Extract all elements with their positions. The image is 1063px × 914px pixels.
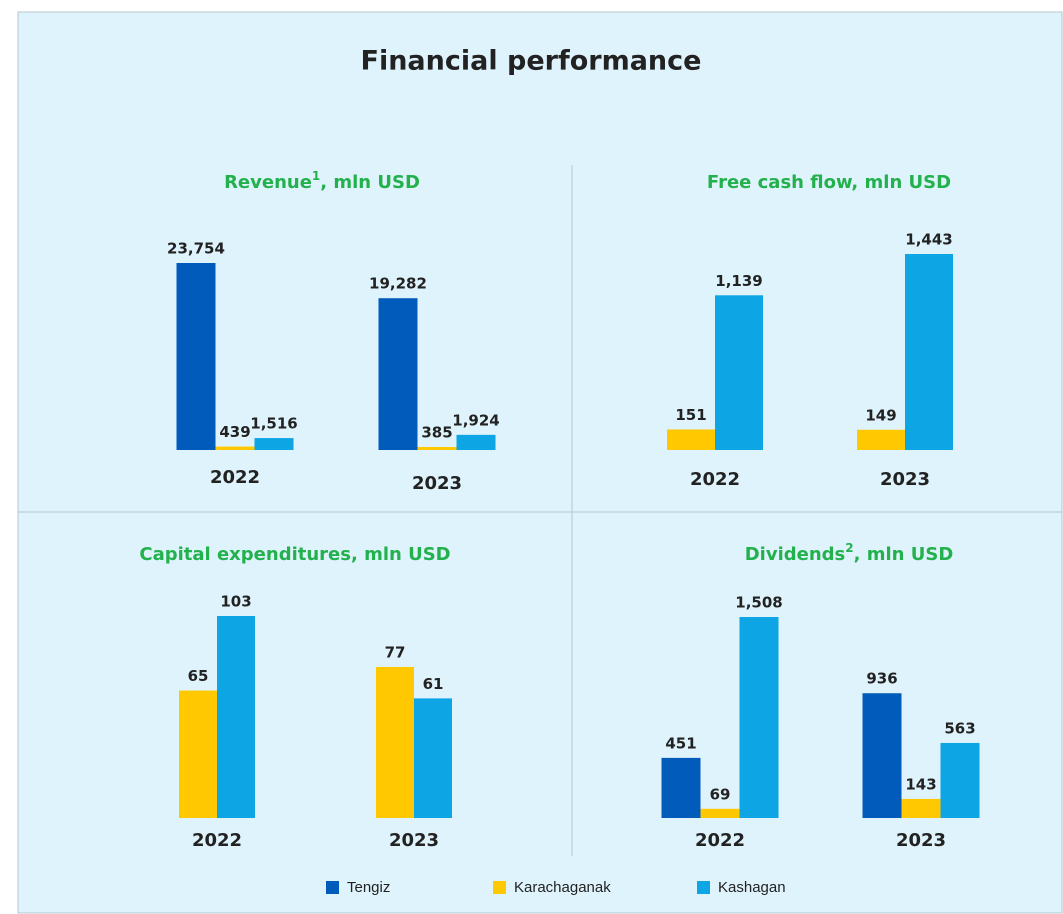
title-superscript: 1 [312, 169, 320, 183]
title-text: Revenue [224, 172, 312, 193]
value-label: 451 [665, 734, 696, 752]
panel-title: Dividends2, mln USD [745, 541, 954, 566]
value-label: 385 [421, 423, 452, 441]
value-label: 936 [866, 670, 897, 688]
bar [179, 690, 217, 818]
bar [456, 434, 496, 450]
bar [905, 254, 953, 450]
main-title: Financial performance [361, 46, 702, 77]
title-text: Capital expenditures, mln USD [139, 544, 450, 565]
bar [857, 429, 905, 450]
value-label: 439 [219, 423, 250, 441]
value-label: 77 [385, 643, 406, 661]
panel-title: Revenue1, mln USD [224, 169, 420, 194]
category-label: 2023 [389, 830, 439, 851]
category-label: 2022 [210, 467, 260, 488]
value-label: 151 [675, 406, 706, 424]
value-label: 1,508 [735, 594, 782, 612]
bar [378, 298, 418, 450]
legend-label: Karachaganak [514, 879, 611, 896]
bar [215, 446, 255, 450]
bar [700, 808, 740, 818]
value-label: 1,924 [452, 411, 499, 429]
value-label: 1,516 [250, 415, 297, 433]
bar [862, 693, 902, 818]
title-suffix: , mln USD [320, 172, 420, 193]
bar [667, 429, 715, 450]
legend-swatch [697, 881, 710, 894]
legend-swatch [326, 881, 339, 894]
value-label: 69 [710, 785, 731, 803]
legend-label: Kashagan [718, 879, 786, 896]
value-label: 1,139 [715, 272, 762, 290]
value-label: 563 [944, 719, 975, 737]
category-label: 2023 [412, 473, 462, 494]
panel-title: Free cash flow, mln USD [707, 172, 951, 193]
bar [414, 698, 452, 818]
bar [217, 616, 255, 818]
title-suffix: , mln USD [854, 544, 954, 565]
legend-swatch [493, 881, 506, 894]
bar [739, 617, 779, 818]
bar [715, 295, 763, 450]
value-label: 65 [188, 667, 209, 685]
bar [176, 263, 216, 450]
bar [901, 798, 941, 818]
value-label: 1,443 [905, 231, 952, 249]
bar [376, 666, 414, 818]
value-label: 61 [423, 675, 444, 693]
value-label: 143 [905, 775, 936, 793]
value-label: 149 [865, 406, 896, 424]
title-text: Free cash flow, mln USD [707, 172, 951, 193]
bar [661, 757, 701, 818]
bar [940, 742, 980, 818]
bar [254, 438, 294, 450]
category-label: 2022 [192, 830, 242, 851]
title-text: Dividends [745, 544, 846, 565]
value-label: 19,282 [369, 275, 427, 293]
panel-title: Capital expenditures, mln USD [139, 544, 450, 565]
category-label: 2022 [695, 830, 745, 851]
legend-label: Tengiz [347, 879, 390, 896]
title-superscript: 2 [845, 541, 853, 555]
category-label: 2022 [690, 469, 740, 490]
category-label: 2023 [880, 469, 930, 490]
bar [417, 446, 457, 450]
value-label: 23,754 [167, 240, 225, 258]
value-label: 103 [220, 593, 251, 611]
category-label: 2023 [896, 830, 946, 851]
